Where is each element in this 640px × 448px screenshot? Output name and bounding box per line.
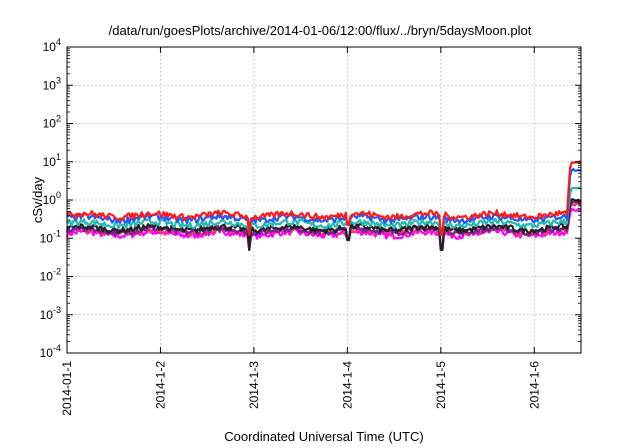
x-tick-label: 2014-1-6 [527,361,541,409]
series-line [66,198,581,251]
x-tick-label: 2014-1-4 [340,361,354,409]
x-tick-label: 2014-1-2 [153,361,167,409]
chart-title: /data/run/goesPlots/archive/2014-01-06/1… [109,23,532,38]
y-axis-label: cSv/day [30,176,45,223]
y-tick-label: 10-1 [40,228,61,245]
axis-ticks: 10-4 10-3 10-2 10-1 100 101 102 103 104 2014-01-1… [40,37,581,416]
y-tick-label: 101 [43,152,61,169]
series-line [66,186,582,236]
grid-lines [67,47,581,353]
series-group [65,160,582,251]
y-tick-label: 102 [43,114,61,131]
x-axis-label: Coordinated Universal Time (UTC) [224,429,423,444]
series-line [66,160,582,236]
x-tick-label: 2014-01-1 [60,361,74,416]
x-tick-label: 2014-1-5 [434,361,448,409]
y-tick-label: 10-4 [40,343,61,360]
y-tick-label: 103 [43,75,61,92]
x-tick-label: 2014-1-3 [247,361,261,409]
y-tick-label: 10-2 [40,267,61,284]
y-tick-label: 100 [43,190,61,207]
y-tick-label: 10-3 [40,305,61,322]
y-tick-label: 104 [43,37,61,54]
